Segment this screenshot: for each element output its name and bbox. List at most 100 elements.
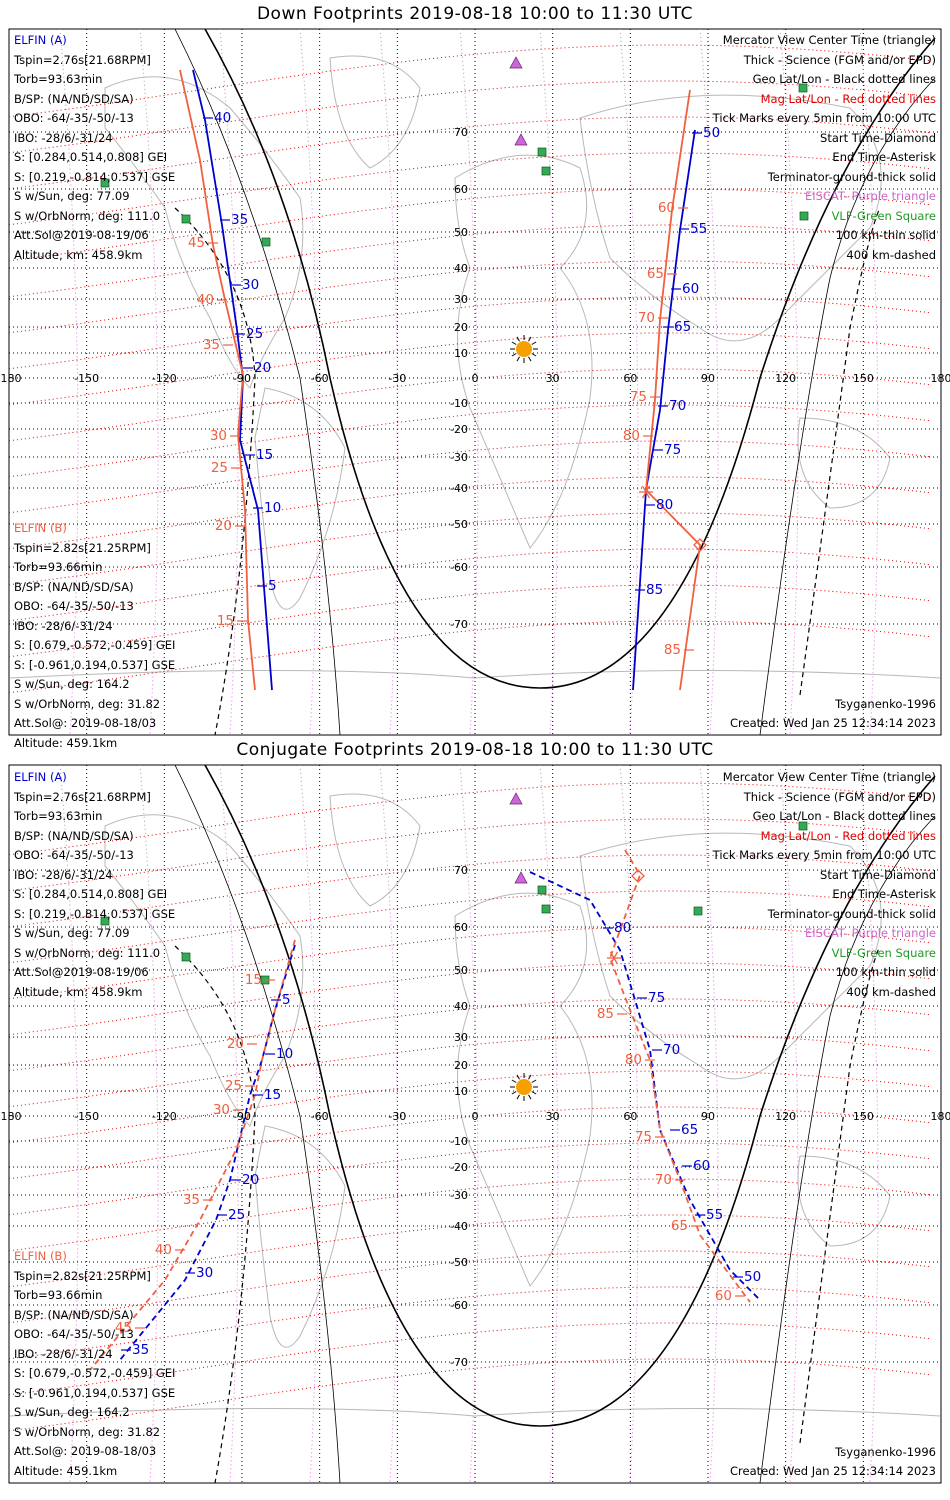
- elfin-b-tick-label: 60: [658, 200, 675, 216]
- elfin-a-tick-label: 60: [693, 1158, 710, 1174]
- vlf-square: [798, 83, 808, 93]
- elfin-b-tick-label: 65: [671, 1218, 688, 1234]
- mag-meridian: [299, 765, 319, 1483]
- elfin-b-track-west: [179, 69, 256, 691]
- mag-parallel: [9, 818, 930, 892]
- coastline-5: [797, 417, 891, 509]
- lat-tick-label: -50: [450, 518, 468, 531]
- elfin-a-tick-label: 50: [703, 125, 720, 141]
- elfin-a-tick-label: 5: [282, 992, 291, 1008]
- elfin-a-track-east: [529, 871, 761, 1301]
- legend-entry: Terminator-ground-thick solid: [767, 906, 936, 921]
- elfin-b-tick-label: 25: [211, 460, 228, 476]
- sat-a-name: ELFIN (A): [14, 33, 67, 47]
- track-tick-labels: 40 35 30 25 20 15 10 5 50 55 60 65 70 75 80 85 45 40 35 30 2…: [188, 110, 720, 658]
- sun-icon: [510, 335, 538, 363]
- lat-tick-label: 30: [454, 293, 468, 306]
- lat-tick-label: 50: [454, 964, 468, 977]
- info-line: Altitude, km: 458.9km: [14, 247, 143, 262]
- sun-ray: [516, 1074, 520, 1080]
- info-line: Altitude: 459.1km: [14, 1463, 118, 1478]
- lon-tick-label: -180: [0, 372, 21, 385]
- sat-a-lines: Tspin=2.76s[21.68RPM] Torb=93.63min B/SP: …: [14, 51, 175, 266]
- map-content: [9, 765, 941, 1483]
- info-line: Torb=93.66min: [14, 560, 103, 574]
- info-line: IBO: -28/6/-31/24: [14, 1346, 113, 1361]
- vlf-square: [261, 237, 271, 247]
- info-line: S: [0.284,0.514,0.808] GEI: [14, 887, 168, 901]
- mag-parallel: [9, 962, 930, 1036]
- mag-meridian: [539, 765, 559, 1483]
- footprint-100km-west: [174, 29, 341, 735]
- legend-conj: Mercator View Center Time (triangle) Thic…: [713, 768, 936, 1002]
- elfin-b-track-east: [645, 89, 701, 691]
- legend-entry: Terminator-ground-thick solid: [767, 169, 936, 184]
- mag-parallel: [9, 1142, 930, 1216]
- mag-meridian: [699, 765, 719, 1483]
- coastline-1: [329, 793, 421, 907]
- mag-parallel: [9, 1322, 930, 1396]
- coastline-0: [104, 814, 304, 1127]
- sat-a-block-conj: ELFIN (A) Tspin=2.76s[21.68RPM] Torb=93.6…: [14, 768, 175, 1002]
- elfin-b-tick-label: 20: [215, 518, 232, 534]
- tracks: [179, 69, 701, 691]
- elfin-a-tick-label: 25: [228, 1207, 245, 1223]
- lon-tick-label: -90: [233, 1110, 251, 1123]
- info-line: IBO: -28/6/-31/24: [14, 618, 113, 633]
- lat-tick-label: -30: [450, 1189, 468, 1202]
- legend-entry: Tick Marks every 5min from 10:00 UTC: [712, 111, 936, 125]
- elfin-a-tick-label: 85: [646, 582, 663, 598]
- info-line: OBO: -64/-35/-50/-13: [14, 1327, 134, 1341]
- lat-tick-label: -60: [450, 1299, 468, 1312]
- mag-parallel: [9, 1178, 930, 1252]
- legend-entry: End Time-Asterisk: [832, 887, 936, 901]
- info-line: Att.Sol@: 2019-08-18/03: [14, 1444, 157, 1458]
- elfin-b-tick-label: 70: [638, 310, 655, 326]
- info-line: S: [-0.961,0.194,0.537] GSE: [14, 1385, 176, 1400]
- lon-tick-label: -60: [311, 372, 329, 385]
- legend-entry: End Time-Asterisk: [832, 150, 936, 164]
- elfin-b-tick-label: 65: [647, 266, 664, 282]
- footprint-400km-east: [799, 207, 881, 696]
- mag-meridian: [859, 765, 879, 1483]
- created-label-conj: Created: Wed Jan 25 12:34:14 2023: [729, 1464, 936, 1478]
- info-line: S w/OrbNorm, deg: 111.0: [14, 945, 161, 960]
- lat-tick-label: 60: [454, 921, 468, 934]
- legend-entry: Thick - Science (FGM and/or EPD): [743, 789, 936, 804]
- vlf-square: [541, 904, 551, 914]
- sun-ray: [528, 336, 532, 342]
- mag-parallel: [9, 332, 930, 406]
- info-line: OBO: -64/-35/-50/-13: [14, 599, 134, 613]
- coastline-3: [454, 154, 593, 549]
- geo-grid: [9, 765, 941, 1483]
- legend-entry: VLF-Green Square: [831, 945, 936, 960]
- elfin-a-tick-label: 80: [614, 920, 631, 936]
- sat-a-lines: Tspin=2.76s[21.68RPM] Torb=93.63min B/SP: …: [14, 788, 175, 1003]
- eiscat-triangle: [509, 56, 523, 69]
- legend-entry: EISCAT- Purple triangle: [804, 926, 936, 940]
- elfin-b-tick-label: 80: [625, 1052, 642, 1068]
- elfin-a-tick-label: 55: [690, 221, 707, 237]
- elfin-b-track-east: [609, 849, 751, 1303]
- vlf-square: [798, 821, 808, 831]
- coastline-2: [254, 387, 346, 610]
- info-line: Torb=93.63min: [14, 72, 103, 86]
- mag-parallel: [9, 1214, 930, 1288]
- elfin-a-tick-label: 80: [656, 497, 673, 513]
- elfin-a-tick-label: 15: [264, 1087, 281, 1103]
- elfin-a-tick-label: 75: [648, 990, 665, 1006]
- elfin-b-tick-label: 80: [623, 428, 640, 444]
- lat-tick-label: -50: [450, 1256, 468, 1269]
- elfin-a-track-west: [192, 69, 273, 691]
- elfin-a-tick-label: 75: [664, 442, 681, 458]
- elfin-a-tick-label: 65: [674, 319, 691, 335]
- elfin-a-tick-label: 30: [242, 277, 259, 293]
- sun-ray: [511, 1079, 517, 1083]
- sun-ray: [511, 353, 517, 357]
- sun-ray: [531, 1079, 537, 1083]
- sun-disk: [516, 341, 532, 357]
- sat-b-name: ELFIN (B): [14, 521, 67, 535]
- footprint-100km-east: [759, 77, 936, 735]
- info-line: S: [0.284,0.514,0.808] GEI: [14, 150, 168, 164]
